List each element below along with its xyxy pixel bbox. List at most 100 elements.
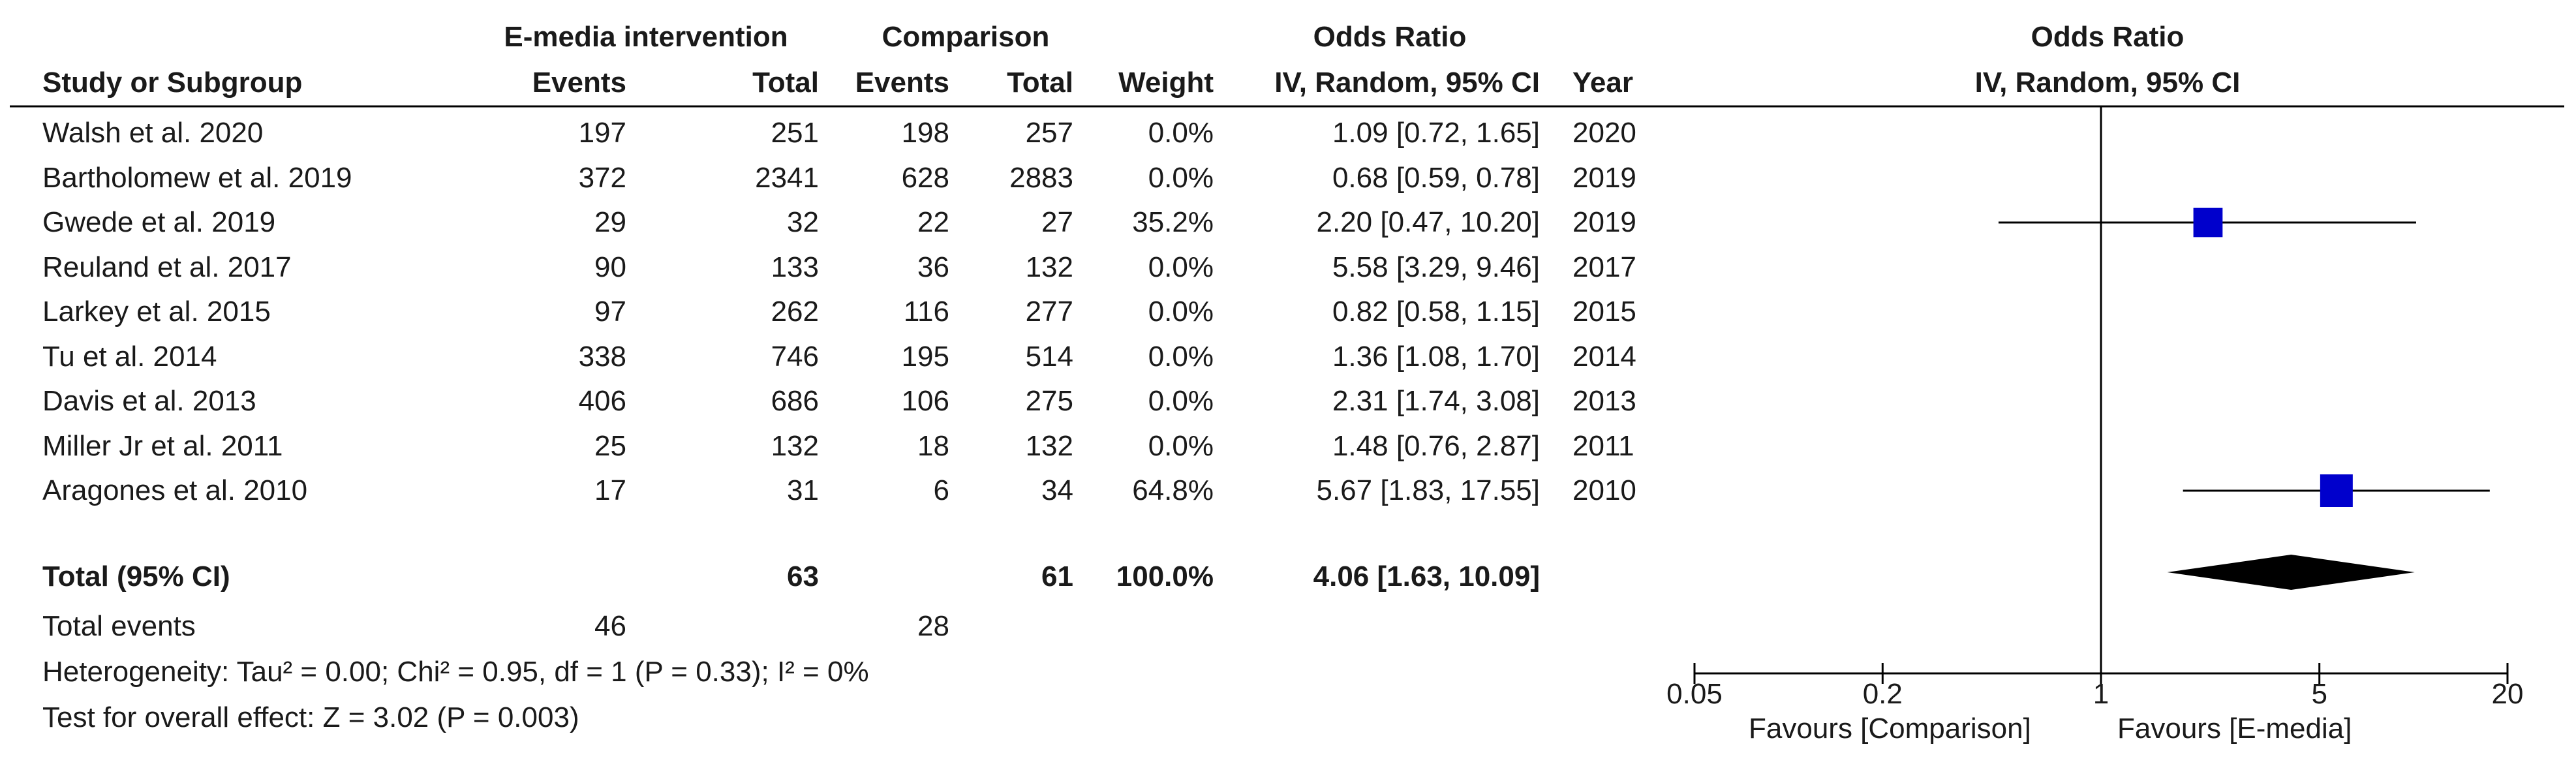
- weight-cell: 0.0%: [1148, 429, 1214, 462]
- total2-cell: 275: [1025, 385, 1073, 417]
- ci-cell: 1.48 [0.76, 2.87]: [1332, 429, 1540, 462]
- events2-cell: 628: [901, 161, 949, 194]
- ci-cell: 5.67 [1.83, 17.55]: [1316, 474, 1540, 506]
- events1-cell: 372: [578, 161, 626, 194]
- study-name: Reuland et al. 2017: [42, 251, 292, 283]
- total1-cell: 132: [771, 429, 819, 462]
- group1-header: E-media intervention: [504, 21, 788, 53]
- ci-cell: 1.09 [0.72, 1.65]: [1332, 117, 1540, 149]
- events1-cell: 338: [578, 340, 626, 373]
- total-events-e2: 28: [917, 610, 949, 642]
- total1-cell: 746: [771, 340, 819, 373]
- total2-header: Total: [1007, 67, 1073, 99]
- study-marker: [2320, 474, 2353, 507]
- study-marker: [2193, 207, 2223, 238]
- weight-header: Weight: [1118, 67, 1214, 99]
- x-tick-label: 1: [2093, 678, 2109, 710]
- weight-cell: 64.8%: [1132, 474, 1214, 506]
- method-header: IV, Random, 95% CI: [1274, 67, 1540, 99]
- ci-cell: 1.36 [1.08, 1.70]: [1332, 340, 1540, 373]
- weight-cell: 0.0%: [1148, 251, 1214, 283]
- events1-cell: 29: [594, 206, 626, 238]
- study-name: Tu et al. 2014: [42, 340, 217, 373]
- total-t1: 63: [787, 561, 819, 592]
- year-cell: 2010: [1572, 474, 1636, 506]
- events1-cell: 25: [594, 429, 626, 462]
- year-cell: 2020: [1572, 117, 1636, 149]
- total-weight: 100.0%: [1116, 561, 1214, 592]
- total-ci: 4.06 [1.63, 10.09]: [1313, 561, 1540, 592]
- pooled-diamond: [2167, 555, 2415, 590]
- study-name: Gwede et al. 2019: [42, 206, 276, 238]
- total2-cell: 132: [1025, 429, 1073, 462]
- events2-cell: 106: [901, 385, 949, 417]
- total2-cell: 277: [1025, 296, 1073, 328]
- events2-cell: 18: [917, 429, 949, 462]
- total1-cell: 133: [771, 251, 819, 283]
- year-cell: 2015: [1572, 296, 1636, 328]
- heterogeneity-text: Heterogeneity: Tau² = 0.00; Chi² = 0.95,…: [42, 656, 869, 688]
- total2-cell: 514: [1025, 340, 1073, 373]
- group2-header: Comparison: [882, 21, 1050, 53]
- study-name: Miller Jr et al. 2011: [42, 429, 283, 462]
- total2-cell: 34: [1041, 474, 1073, 506]
- events2-cell: 22: [917, 206, 949, 238]
- year-cell: 2019: [1572, 206, 1636, 238]
- ci-cell: 2.20 [0.47, 10.20]: [1316, 206, 1540, 238]
- events1-cell: 97: [594, 296, 626, 328]
- total-events-label: Total events: [42, 610, 196, 642]
- total1-cell: 251: [771, 117, 819, 149]
- total-t2: 61: [1041, 561, 1073, 592]
- events2-cell: 195: [901, 340, 949, 373]
- weight-cell: 0.0%: [1148, 117, 1214, 149]
- weight-cell: 35.2%: [1132, 206, 1214, 238]
- total-events-e1: 46: [594, 610, 626, 642]
- plot-method-header: IV, Random, 95% CI: [1974, 67, 2241, 99]
- x-tick-label: 0.2: [1863, 678, 1903, 710]
- ci-cell: 2.31 [1.74, 3.08]: [1332, 385, 1540, 417]
- year-cell: 2013: [1572, 385, 1636, 417]
- study-name: Aragones et al. 2010: [42, 474, 308, 506]
- ci-cell: 5.58 [3.29, 9.46]: [1332, 251, 1540, 283]
- total1-cell: 2341: [755, 161, 819, 194]
- weight-cell: 0.0%: [1148, 340, 1214, 373]
- events1-cell: 406: [578, 385, 626, 417]
- overall-effect-text: Test for overall effect: Z = 3.02 (P = 0…: [42, 701, 579, 733]
- events2-cell: 198: [901, 117, 949, 149]
- year-cell: 2011: [1572, 429, 1634, 462]
- year-cell: 2014: [1572, 340, 1636, 373]
- favours-right-label: Favours [E-media]: [2117, 713, 2352, 745]
- total1-cell: 686: [771, 385, 819, 417]
- total2-cell: 257: [1025, 117, 1073, 149]
- x-tick-label: 20: [2492, 678, 2524, 710]
- events1-cell: 197: [578, 117, 626, 149]
- year-cell: 2019: [1572, 161, 1636, 194]
- events1-header: Events: [532, 67, 626, 99]
- study-column-header: Study or Subgroup: [42, 67, 303, 99]
- events1-cell: 90: [594, 251, 626, 283]
- ci-cell: 0.68 [0.59, 0.78]: [1332, 161, 1540, 194]
- total1-cell: 262: [771, 296, 819, 328]
- total1-cell: 32: [787, 206, 819, 238]
- year-header: Year: [1572, 67, 1633, 99]
- total-label: Total (95% CI): [42, 561, 230, 592]
- total2-cell: 27: [1041, 206, 1073, 238]
- study-name: Bartholomew et al. 2019: [42, 161, 352, 194]
- favours-left-label: Favours [Comparison]: [1749, 713, 2031, 745]
- total1-cell: 31: [787, 474, 819, 506]
- year-cell: 2017: [1572, 251, 1636, 283]
- events2-header: Events: [855, 67, 949, 99]
- weight-cell: 0.0%: [1148, 385, 1214, 417]
- events2-cell: 6: [933, 474, 949, 506]
- study-name: Walsh et al. 2020: [42, 117, 264, 149]
- study-name: Davis et al. 2013: [42, 385, 256, 417]
- weight-cell: 0.0%: [1148, 161, 1214, 194]
- plot-title: Odds Ratio: [2031, 21, 2185, 53]
- x-tick-label: 0.05: [1666, 678, 1723, 710]
- total1-header: Total: [752, 67, 819, 99]
- events2-cell: 36: [917, 251, 949, 283]
- effect-title: Odds Ratio: [1313, 21, 1467, 53]
- total2-cell: 132: [1025, 251, 1073, 283]
- events1-cell: 17: [594, 474, 626, 506]
